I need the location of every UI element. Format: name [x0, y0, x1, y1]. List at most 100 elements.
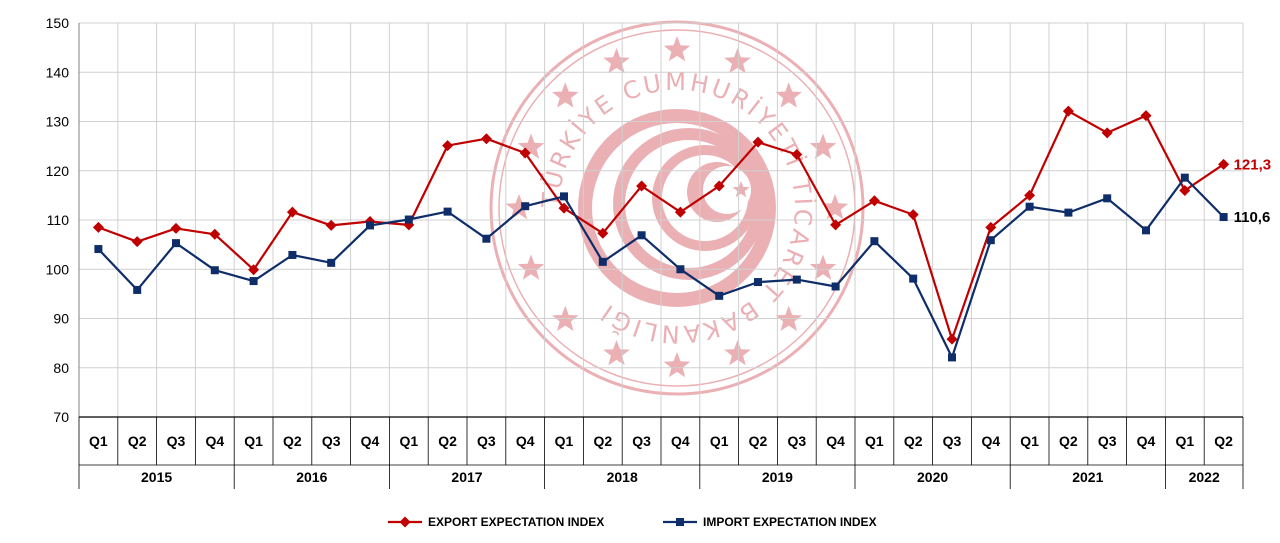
data-point	[674, 206, 686, 218]
data-point	[366, 221, 374, 230]
x-tick-label-quarter: Q3	[632, 433, 651, 449]
data-point	[558, 202, 570, 214]
x-tick-label-year: 2020	[917, 469, 948, 485]
x-tick-label-quarter: Q2	[904, 433, 923, 449]
data-point	[830, 219, 842, 231]
x-tick-label-quarter: Q3	[322, 433, 341, 449]
seal-star-icon	[809, 133, 837, 159]
seal-star-icon	[821, 194, 849, 220]
y-axis-tick-labels: 70 80 90 100 110 120 130 140 150	[46, 15, 70, 425]
seal-star-icon	[517, 133, 545, 159]
y-tick-label: 70	[53, 409, 69, 425]
data-point	[519, 147, 531, 159]
chart-legend: EXPORT EXPECTATION INDEX IMPORT EXPECTATI…	[388, 515, 877, 529]
x-axis-category-table: Q1 Q2 Q3 Q4 Q1 Q2 Q3 Q4 Q1 Q2 Q3 Q4 Q1 Q2 Q3 Q4 Q1 Q2 Q3 Q4…	[78, 416, 1244, 489]
seal-star-icon	[775, 82, 802, 108]
data-point	[946, 333, 958, 345]
end-value-label: 121,3	[1234, 156, 1272, 173]
data-point	[870, 237, 879, 246]
data-point	[521, 202, 530, 211]
end-value-label: 110,6	[1234, 209, 1271, 226]
chart-gridlines	[78, 22, 1244, 418]
x-tick-label-quarter: Q3	[943, 433, 962, 449]
data-point	[907, 209, 919, 221]
seal-star-icon	[603, 340, 630, 366]
data-point	[868, 195, 880, 207]
data-point	[598, 257, 607, 266]
data-point	[1218, 158, 1230, 170]
x-tick-label-quarter: Q3	[477, 433, 496, 449]
x-tick-label-quarter: Q1	[865, 433, 884, 449]
x-tick-label-quarter: Q4	[516, 433, 535, 449]
data-point	[133, 285, 142, 294]
y-tick-label: 140	[46, 64, 70, 80]
seal-star-icon	[552, 82, 579, 108]
seal-star-icon	[663, 352, 691, 378]
data-point	[1179, 184, 1191, 196]
seal-center-star-icon	[732, 181, 750, 198]
data-point	[209, 228, 221, 240]
data-point	[248, 264, 260, 276]
legend-item: IMPORT EXPECTATION INDEX	[663, 515, 877, 529]
seal-swirl-ring	[578, 109, 776, 307]
legend-label: EXPORT EXPECTATION INDEX	[428, 515, 604, 529]
x-tick-label-quarter: Q2	[438, 433, 457, 449]
y-tick-label: 130	[46, 114, 70, 130]
data-point	[480, 133, 492, 145]
seal-star-icon	[724, 340, 751, 366]
data-point	[1140, 110, 1152, 122]
data-point	[831, 282, 840, 291]
x-tick-label-year: 2018	[607, 469, 638, 485]
x-tick-label-quarter: Q4	[361, 433, 380, 449]
x-tick-label-year: 2021	[1072, 469, 1103, 485]
x-tick-label-quarter: Q3	[787, 433, 806, 449]
legend-swatch-marker	[676, 518, 684, 526]
series-line	[97, 176, 1225, 359]
y-tick-label: 110	[47, 212, 70, 228]
y-tick-label: 120	[46, 163, 70, 179]
ministry-seal-watermark: TÜRKİYE CUMHURİYETİ TİCARET BAKANLIĞI	[489, 20, 865, 396]
data-point	[637, 231, 646, 240]
seal-star-icon	[603, 48, 630, 74]
data-point	[1062, 105, 1074, 117]
data-point	[715, 291, 724, 300]
x-tick-label-quarter: Q1	[1020, 433, 1039, 449]
x-tick-label-quarter: Q2	[283, 433, 302, 449]
x-tick-label-quarter: Q4	[826, 433, 845, 449]
x-tick-label-quarter: Q2	[1059, 433, 1078, 449]
data-point	[249, 277, 258, 286]
seal-star-icon	[505, 194, 533, 220]
seal-swirl-ring	[652, 145, 758, 251]
data-point	[288, 250, 297, 259]
data-point	[636, 180, 648, 192]
y-tick-label: 90	[53, 311, 69, 327]
data-point	[1180, 173, 1189, 182]
x-tick-label-year: 2019	[762, 469, 793, 485]
series-export: 121,3	[92, 105, 1272, 345]
seal-star-icon	[809, 254, 837, 280]
data-point	[597, 227, 609, 239]
data-point	[1101, 127, 1113, 139]
data-point	[94, 245, 103, 254]
x-tick-label-quarter: Q4	[671, 433, 690, 449]
legend-swatch-marker	[399, 516, 411, 528]
series-line	[98, 110, 1225, 341]
seal-star-icon	[663, 36, 691, 62]
x-tick-label-quarter: Q3	[1098, 433, 1117, 449]
x-tick-label-quarter: Q2	[1214, 433, 1233, 449]
legend-item: EXPORT EXPECTATION INDEX	[388, 515, 604, 529]
data-point	[1219, 213, 1228, 222]
y-tick-label: 100	[46, 261, 70, 277]
data-point	[170, 222, 182, 234]
data-point	[909, 274, 918, 283]
data-point	[1064, 208, 1073, 217]
x-tick-label-quarter: Q1	[399, 433, 418, 449]
data-point	[443, 207, 452, 216]
data-point	[482, 234, 491, 243]
data-point	[327, 258, 336, 267]
data-point	[404, 215, 413, 224]
x-tick-label-year: 2015	[141, 469, 172, 485]
x-tick-label-quarter: Q1	[710, 433, 729, 449]
data-point	[1024, 189, 1036, 201]
